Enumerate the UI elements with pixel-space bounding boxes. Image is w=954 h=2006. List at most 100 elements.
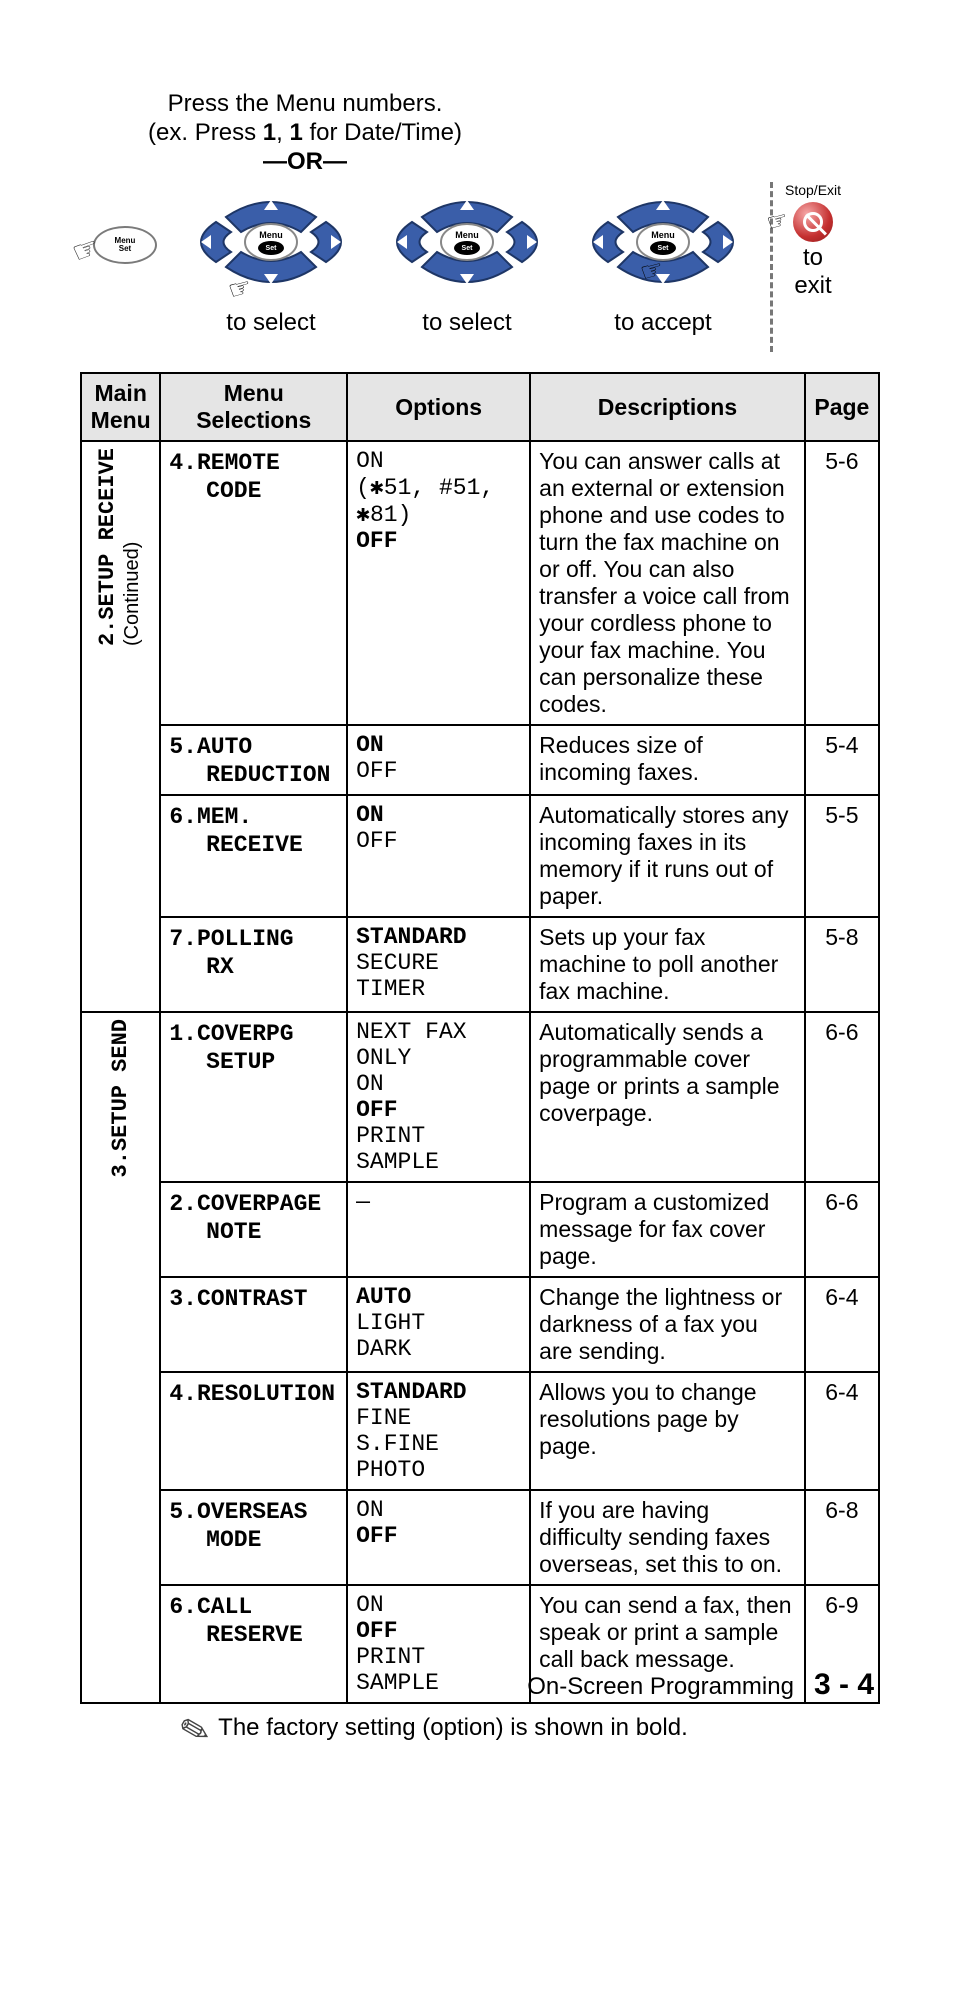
option-line: ✱81) (356, 501, 521, 528)
option-line: AUTO (356, 1284, 521, 1310)
menu-sel-a: RESOLUTION (197, 1381, 335, 1407)
options-cell: ON(✱51, #51,✱81)OFF (347, 441, 530, 725)
option-line: FINE (356, 1405, 521, 1431)
instr-line1: Press the Menu numbers. (168, 90, 443, 117)
instr-suffix: for Date/Time) (303, 119, 462, 146)
option-line: S.FINE (356, 1431, 521, 1457)
option-line: PRINT SAMPLE (356, 1123, 521, 1175)
option-line: — (356, 1189, 521, 1215)
menu-sel-a: CALL (197, 1594, 252, 1620)
options-cell: ONOFF (347, 1490, 530, 1585)
svg-text:Set: Set (266, 245, 278, 252)
menu-sel-num: 1. (169, 1021, 197, 1047)
table-row: 7.POLLINGRXSTANDARDSECURETIMERSets up yo… (81, 917, 879, 1012)
description-cell: Reduces size of incoming faxes. (530, 725, 805, 795)
option-line: (✱51, #51, (356, 474, 521, 501)
option-line: ON (356, 448, 521, 474)
menu-sel-a: CONTRAST (197, 1286, 307, 1312)
menu-sel-num: 3. (169, 1286, 197, 1312)
navpad-caption-select1: to select (176, 309, 366, 337)
option-line: LIGHT (356, 1310, 521, 1336)
stop-exit-block: Stop/Exit ☞ to exit (785, 182, 841, 299)
options-cell: AUTOLIGHTDARK (347, 1277, 530, 1372)
menu-sel-num: 6. (169, 804, 197, 830)
option-line: NEXT FAX ONLY (356, 1019, 521, 1071)
description-cell: Automatically stores any incoming faxes … (530, 795, 805, 917)
exit-caption-1: to (785, 244, 841, 272)
table-row: 3.CONTRASTAUTOLIGHTDARKChange the lightn… (81, 1277, 879, 1372)
table-row: 2.SETUP RECEIVE (Continued) 4.REMOTECODE… (81, 441, 879, 725)
instr-mid: , (276, 119, 289, 146)
page-cell: 6-8 (805, 1490, 879, 1585)
navpad-icon: Menu Set ☞ (176, 182, 366, 302)
svg-text:Menu: Menu (259, 230, 283, 240)
menu-sel-b: CODE (206, 478, 261, 504)
menu-sel-b: MODE (206, 1527, 261, 1553)
menu-sel-num: 5. (169, 1499, 197, 1525)
main-menu-label: 3.SETUP SEND (110, 1019, 132, 1177)
table-row: 5.AUTOREDUCTION ONOFF Reduces size of inco… (81, 725, 879, 795)
navpad-icon: Menu Set ☞ (568, 182, 758, 302)
navpad-caption-accept: to accept (568, 309, 758, 337)
page-cell: 6-6 (805, 1012, 879, 1182)
option-line: DARK (356, 1336, 521, 1362)
option-line: PRINT SAMPLE (356, 1644, 521, 1696)
instructions-block: Press the Menu numbers. (ex. Press 1, 1 … (130, 90, 480, 176)
menu-selection-cell: 6.CALLRESERVE (160, 1585, 347, 1703)
th-page: Page (805, 373, 879, 441)
menu-sel-num: 4. (169, 1381, 197, 1407)
svg-text:Menu: Menu (455, 230, 479, 240)
page-cell: 5-6 (805, 441, 879, 725)
th-main: Main Menu (81, 373, 160, 441)
menu-selection-cell: 5.AUTOREDUCTION (160, 725, 347, 795)
option-line: OFF (356, 1097, 521, 1123)
description-cell: If you are having difficulty sending fax… (530, 1490, 805, 1585)
svg-text:Set: Set (462, 245, 474, 252)
menu-sel-num: 5. (169, 734, 197, 760)
menu-sel-b: RX (206, 954, 234, 980)
page-cell: 5-4 (805, 725, 879, 795)
footer-page: 3 - 4 (814, 1668, 874, 1701)
navpad-select-2: Menu Set to select (372, 182, 562, 337)
menu-selection-cell: 7.POLLINGRX (160, 917, 347, 1012)
navpad-accept: Menu Set ☞ to accept (568, 182, 758, 337)
menu-selection-cell: 5.OVERSEASMODE (160, 1490, 347, 1585)
description-cell: Sets up your fax machine to poll another… (530, 917, 805, 1012)
instr-line2-prefix: (ex. Press (148, 119, 263, 146)
menu-sel-num: 6. (169, 1594, 197, 1620)
stop-button-icon (793, 202, 833, 242)
main-menu-cell: 2.SETUP RECEIVE (Continued) (81, 441, 160, 1012)
menu-sel-a: POLLING (197, 926, 294, 952)
description-cell: Allows you to change resolutions page by… (530, 1372, 805, 1490)
option-line: OFF (356, 528, 521, 554)
main-menu-label: 2.SETUP RECEIVE (97, 448, 119, 646)
th-options: Options (347, 373, 530, 441)
description-cell: Program a customized message for fax cov… (530, 1182, 805, 1277)
menu-sel-b: RESERVE (206, 1622, 303, 1648)
option-line: ON (356, 732, 521, 758)
option-line: ON (356, 802, 521, 828)
options-cell: STANDARDFINES.FINEPHOTO (347, 1372, 530, 1490)
navpad-caption-select2: to select (372, 309, 562, 337)
menu-selection-cell: 3.CONTRAST (160, 1277, 347, 1372)
main-menu-cell: 3.SETUP SEND (81, 1012, 160, 1703)
option-line: ON (356, 1592, 521, 1618)
menu-sel-b: SETUP (206, 1049, 275, 1075)
menu-selection-cell: 1.COVERPGSETUP (160, 1012, 347, 1182)
factory-note-text: The factory setting (option) is shown in… (218, 1714, 688, 1752)
option-line: OFF (356, 1523, 521, 1549)
table-row: 4.RESOLUTION STANDARDFINES.FINEPHOTOAllow… (81, 1372, 879, 1490)
page-cell: 5-5 (805, 795, 879, 917)
menu-sel-b: REDUCTION (206, 762, 330, 788)
instr-or: —OR— (263, 148, 347, 175)
option-line: ON (356, 1071, 521, 1097)
page-cell: 6-6 (805, 1182, 879, 1277)
description-cell: Automatically sends a programmable cover… (530, 1012, 805, 1182)
page-cell: 6-4 (805, 1372, 879, 1490)
menu-sel-b: RECEIVE (206, 832, 303, 858)
menu-selection-cell: 6.MEM.RECEIVE (160, 795, 347, 917)
instr-b2: 1 (289, 119, 302, 146)
option-line: OFF (356, 758, 521, 784)
menu-selection-cell: 2.COVERPAGENOTE (160, 1182, 347, 1277)
note-icon: ✎ (175, 1707, 215, 1755)
